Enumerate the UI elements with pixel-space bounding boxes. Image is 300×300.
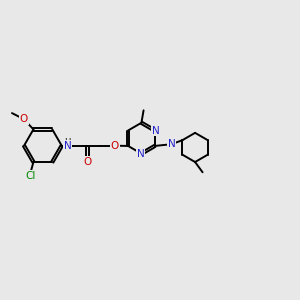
Text: N: N — [168, 139, 176, 149]
Text: O: O — [83, 157, 92, 166]
Text: H: H — [64, 138, 71, 147]
Text: O: O — [110, 141, 119, 151]
Text: N: N — [152, 125, 160, 136]
Text: Cl: Cl — [25, 170, 35, 181]
Text: O: O — [20, 114, 28, 124]
Text: N: N — [137, 149, 145, 159]
Text: N: N — [64, 141, 72, 151]
